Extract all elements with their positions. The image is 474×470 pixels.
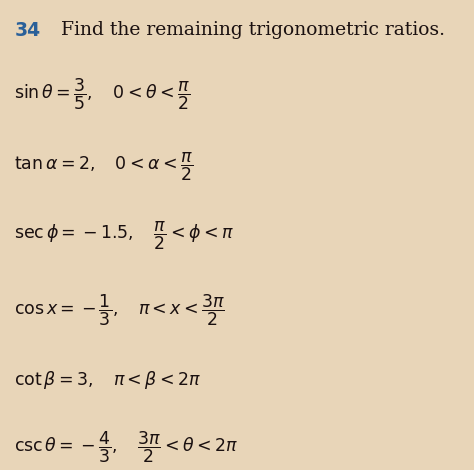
Text: Find the remaining trigonometric ratios.: Find the remaining trigonometric ratios. — [55, 21, 445, 39]
Text: $\cos x = -\dfrac{1}{3},\quad \pi < x < \dfrac{3\pi}{2}$: $\cos x = -\dfrac{1}{3},\quad \pi < x < … — [14, 292, 226, 328]
Text: $\csc\theta = -\dfrac{4}{3},\quad \dfrac{3\pi}{2} < \theta < 2\pi$: $\csc\theta = -\dfrac{4}{3},\quad \dfrac… — [14, 430, 238, 465]
Text: $\sin\theta = \dfrac{3}{5},\quad 0 < \theta < \dfrac{\pi}{2}$: $\sin\theta = \dfrac{3}{5},\quad 0 < \th… — [14, 76, 191, 112]
Text: 34: 34 — [14, 21, 40, 40]
Text: $\cot\beta = 3,\quad \pi < \beta < 2\pi$: $\cot\beta = 3,\quad \pi < \beta < 2\pi$ — [14, 369, 201, 391]
Text: $\tan\alpha = 2,\quad 0 < \alpha < \dfrac{\pi}{2}$: $\tan\alpha = 2,\quad 0 < \alpha < \dfra… — [14, 151, 193, 183]
Text: $\sec\phi = -1.5,\quad \dfrac{\pi}{2} < \phi < \pi$: $\sec\phi = -1.5,\quad \dfrac{\pi}{2} < … — [14, 220, 234, 252]
